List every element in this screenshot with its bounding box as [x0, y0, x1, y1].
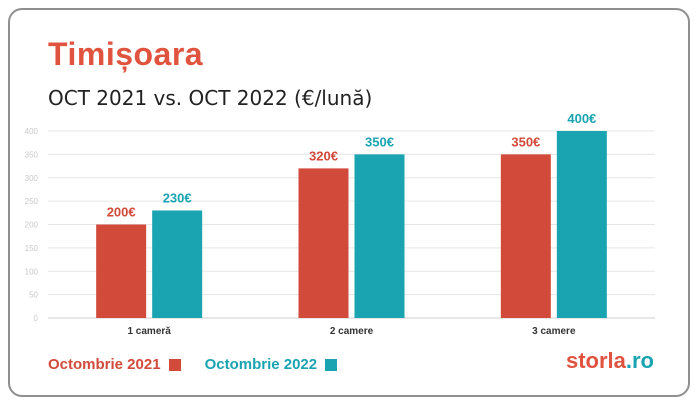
data-label: 200€	[107, 205, 136, 220]
data-label: 320€	[309, 148, 338, 163]
legend-swatch-2021	[168, 358, 181, 371]
bar	[556, 131, 607, 318]
legend-item-2022: Octombrie 2022	[205, 356, 338, 373]
y-tick-label: 100	[25, 267, 39, 276]
bar	[298, 168, 349, 318]
legend-swatch-2022	[325, 358, 338, 371]
x-tick-label: 1 cameră	[127, 326, 171, 337]
storla-logo: storla.ro	[566, 348, 654, 374]
data-label: 230€	[163, 190, 192, 205]
legend-item-2021: Octombrie 2021	[48, 356, 181, 373]
legend: Octombrie 2021 Octombrie 2022	[48, 356, 361, 373]
bar	[152, 210, 203, 318]
y-tick-label: 150	[25, 244, 39, 253]
y-tick-label: 300	[25, 174, 39, 183]
y-tick-label: 350	[25, 150, 39, 159]
x-tick-label: 2 camere	[330, 326, 374, 337]
bar	[96, 224, 147, 318]
data-label: 350€	[365, 134, 394, 149]
data-label: 400€	[567, 111, 596, 126]
legend-label-2021: Octombrie 2021	[48, 356, 161, 373]
x-tick-label: 3 camere	[532, 326, 576, 337]
y-tick-label: 400	[25, 127, 39, 136]
data-label: 350€	[511, 134, 540, 149]
y-tick-label: 0	[34, 314, 39, 323]
chart-subtitle: OCT 2021 vs. OCT 2022 (€/lună)	[48, 86, 373, 110]
bar	[354, 154, 405, 318]
legend-label-2022: Octombrie 2022	[204, 356, 318, 373]
chart-title: Timișoara	[48, 36, 204, 72]
y-tick-label: 200	[25, 221, 39, 230]
bar	[500, 154, 551, 318]
logo-part-1: storla	[565, 348, 626, 373]
y-tick-label: 50	[29, 291, 38, 300]
y-tick-label: 250	[25, 197, 39, 206]
logo-part-2: .ro	[625, 348, 654, 373]
